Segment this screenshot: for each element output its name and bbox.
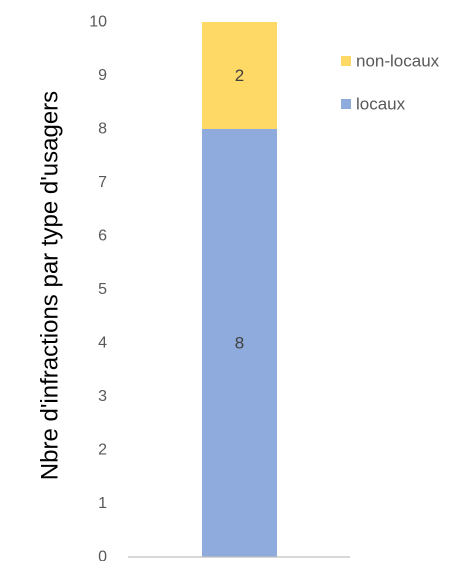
y-axis-title: Nbre d'infractions par type d'usagers [37, 91, 64, 480]
y-tick-label: 6 [98, 228, 107, 245]
y-tick-label: 2 [98, 442, 107, 459]
legend-swatch-locaux [341, 99, 351, 109]
data-labels: 82 [235, 66, 244, 353]
y-tick-label: 3 [98, 388, 107, 405]
y-tick-label: 4 [98, 335, 107, 352]
y-axis-ticks: 0 1 2 3 4 5 6 7 8 9 10 [89, 14, 107, 561]
y-tick-label: 1 [98, 495, 107, 512]
legend-swatch-non-locaux [341, 56, 351, 66]
bar-segment-locaux [202, 129, 277, 557]
bar-segments [202, 22, 277, 557]
y-tick-label: 7 [98, 174, 107, 191]
bar-segment-non-locaux [202, 22, 277, 129]
legend-label-non-locaux: non-locaux [356, 52, 440, 71]
y-tick-label: 0 [98, 549, 107, 561]
y-tick-label: 8 [98, 121, 107, 138]
data-label-locaux: 8 [235, 334, 244, 353]
y-tick-label: 9 [98, 67, 107, 84]
legend: non-locaux locaux [341, 52, 440, 114]
legend-label-locaux: locaux [356, 95, 406, 114]
data-label-non-locaux: 2 [235, 66, 244, 85]
y-tick-label: 5 [98, 281, 107, 298]
y-tick-label: 10 [89, 14, 107, 31]
